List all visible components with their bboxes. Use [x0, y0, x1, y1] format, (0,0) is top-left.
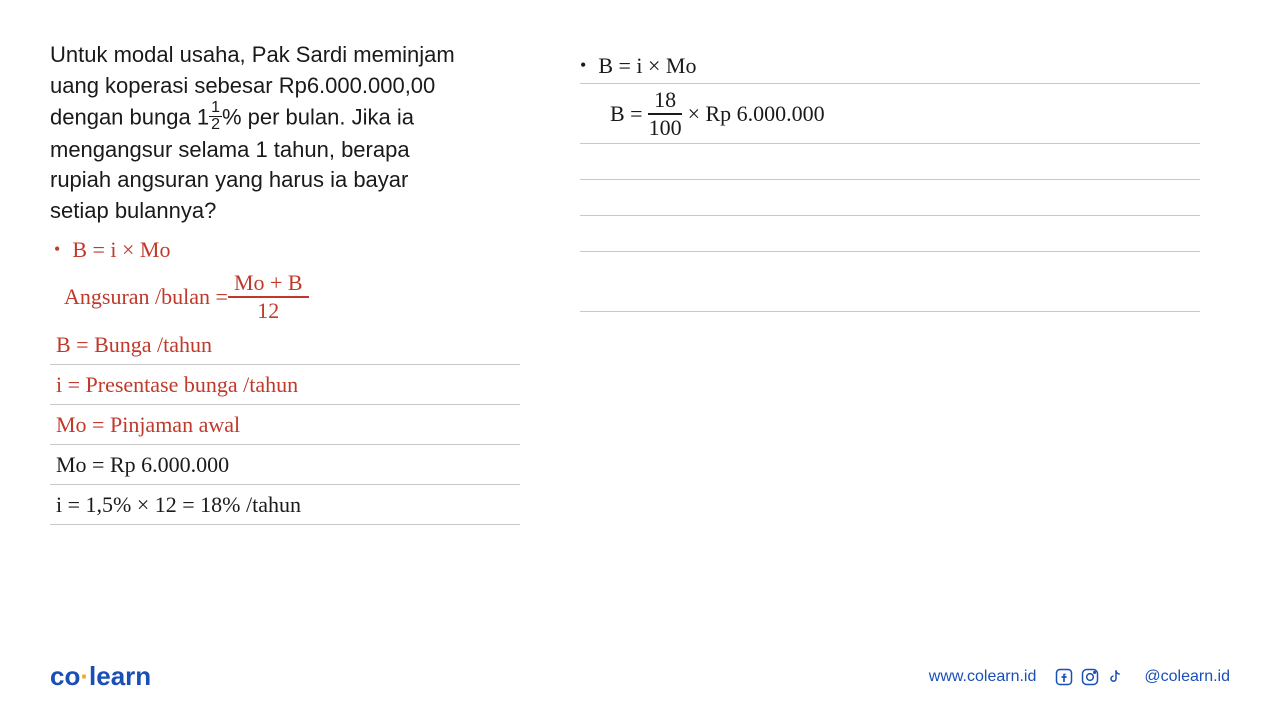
handwritten-red-section: • B = i × Mo Angsuran /bulan = Mo + B 12 [50, 231, 520, 325]
val-i-row: i = 1,5% × 12 = 18% /tahun [50, 485, 520, 525]
right-line-2: B = 18 100 × Rp 6.000.000 [580, 84, 1200, 144]
right-formula-2-lhs: B = [610, 101, 643, 127]
def-b-row: B = Bunga /tahun [50, 325, 520, 365]
instagram-icon [1080, 667, 1100, 687]
brand-logo: co·learn [50, 661, 151, 692]
val-mo-row: Mo = Rp 6.000.000 [50, 445, 520, 485]
right-column: • B = i × Mo B = 18 100 × Rp 6.000.000 [580, 40, 1200, 525]
social-icons [1054, 667, 1126, 687]
footer-url: www.colearn.id [929, 668, 1037, 686]
footer-right: www.colearn.id @colearn.id [929, 667, 1230, 687]
right-line-1: • B = i × Mo [580, 48, 1200, 84]
footer-handle: @colearn.id [1144, 668, 1230, 686]
footer: co·learn www.colearn.id @colearn.id [0, 661, 1280, 692]
bullet-right: • [580, 55, 586, 76]
right-formula-2-fraction: 18 100 [643, 89, 688, 139]
logo-dot-icon: · [80, 661, 89, 691]
problem-line-1: Untuk modal usaha, Pak Sardi meminjam [50, 42, 455, 67]
problem-line-2: uang koperasi sebesar Rp6.000.000,00 [50, 73, 435, 98]
problem-line-6: setiap bulannya? [50, 198, 216, 223]
facebook-icon [1054, 667, 1074, 687]
def-i-row: i = Presentase bunga /tahun [50, 365, 520, 405]
right-gap [580, 252, 1200, 276]
def-b: B = Bunga /tahun [56, 328, 212, 361]
val-i: i = 1,5% × 12 = 18% /tahun [56, 488, 301, 521]
handwritten-lower-section: B = Bunga /tahun i = Presentase bunga /t… [50, 325, 520, 525]
formula-b: B = i × Mo [72, 233, 170, 266]
logo-learn: learn [89, 661, 151, 691]
problem-line-3-pre: dengan bunga 1 [50, 104, 209, 129]
right-blank-3 [580, 216, 1200, 252]
problem-line-4: mengangsur selama 1 tahun, berapa [50, 137, 410, 162]
problem-line-3-post: % per bulan. Jika ia [222, 104, 414, 129]
formula-angsuran-label: Angsuran /bulan = [64, 280, 228, 313]
problem-line-5: rupiah angsuran yang harus ia bayar [50, 167, 408, 192]
problem-statement: Untuk modal usaha, Pak Sardi meminjam ua… [50, 40, 520, 227]
logo-co: co [50, 661, 80, 691]
right-formula-1: B = i × Mo [598, 53, 696, 79]
def-mo-row: Mo = Pinjaman awal [50, 405, 520, 445]
val-mo: Mo = Rp 6.000.000 [56, 448, 229, 481]
formula-angsuran-fraction: Mo + B 12 [228, 272, 309, 322]
right-blank-2 [580, 180, 1200, 216]
bullet-formula1: • [54, 236, 60, 263]
tiktok-icon [1106, 667, 1126, 687]
fraction-half: 12 [209, 100, 222, 133]
right-blank-4 [580, 276, 1200, 312]
right-blank-1 [580, 144, 1200, 180]
right-formula-2-rhs: × Rp 6.000.000 [688, 101, 825, 127]
def-i: i = Presentase bunga /tahun [56, 368, 298, 401]
def-mo: Mo = Pinjaman awal [56, 408, 240, 441]
